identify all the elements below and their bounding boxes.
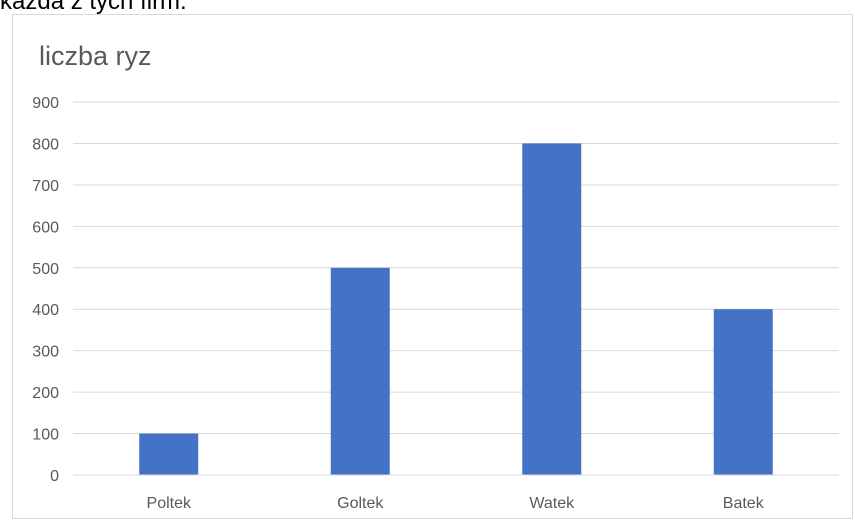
y-tick-label: 200: [32, 385, 59, 402]
y-tick-label: 700: [32, 178, 59, 195]
x-axis-category-labels: Poltek Goltek Watek Batek: [147, 495, 765, 512]
x-category-label: Poltek: [147, 495, 192, 512]
y-tick-label: 500: [32, 261, 59, 278]
y-tick-label: 100: [32, 427, 59, 444]
gridlines: [73, 101, 839, 435]
chart-frame: liczba ryz 0 100 200 300 400 500 600 700 800 900 …: [12, 14, 853, 519]
y-tick-label: 800: [32, 136, 59, 153]
y-tick-label: 0: [50, 468, 59, 485]
bar-chart: 0 100 200 300 400 500 600 700 800 900 Poltek Golte…: [32, 95, 839, 512]
chart-title: liczba ryz: [39, 41, 152, 71]
bar-goltek: [330, 267, 390, 475]
x-category-label: Batek: [723, 495, 765, 512]
y-tick-label: 600: [32, 219, 59, 236]
y-tick-label: 900: [32, 95, 59, 112]
y-tick-label: 300: [32, 344, 59, 361]
partial-document-text: każda z tych firm.: [0, 0, 187, 15]
y-tick-label: 400: [32, 302, 59, 319]
bars: [139, 143, 773, 475]
x-category-label: Goltek: [337, 495, 384, 512]
x-category-label: Watek: [529, 495, 575, 512]
bar-poltek: [139, 433, 199, 475]
y-axis-tick-labels: 0 100 200 300 400 500 600 700 800 900: [32, 95, 59, 485]
bar-watek: [522, 143, 582, 475]
bar-batek: [713, 309, 773, 475]
